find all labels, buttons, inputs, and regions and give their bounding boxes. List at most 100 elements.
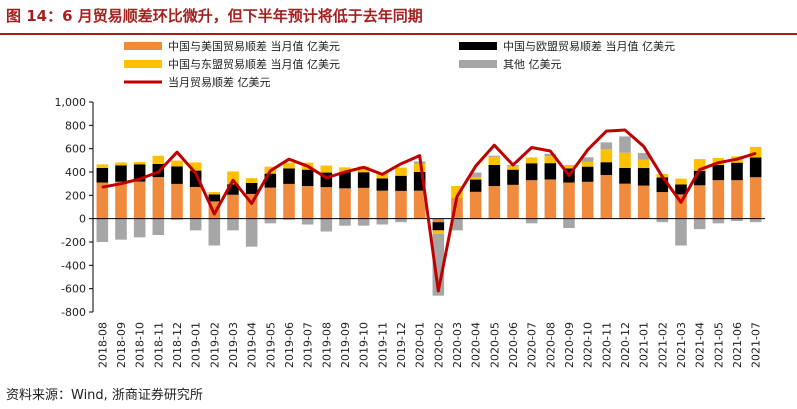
- bar-s1-11: [301, 169, 314, 186]
- bar-s1-29: [637, 168, 650, 186]
- bar-s0-3: [152, 177, 165, 219]
- bar-s2-7: [227, 171, 239, 185]
- x-tick-label-16: 2019-12: [395, 322, 408, 368]
- bar-s3-33: [712, 218, 725, 224]
- bar-s0-35: [749, 177, 762, 219]
- bar-s3-23: [525, 218, 538, 224]
- x-tick-label-28: 2020-12: [619, 322, 632, 368]
- bar-s0-7: [227, 194, 239, 219]
- bar-s1-1: [115, 165, 127, 182]
- bar-s0-17: [413, 190, 426, 219]
- x-tick-label-13: 2019-09: [339, 322, 352, 368]
- bar-s3-21: [488, 155, 501, 157]
- bar-s1-20: [469, 179, 482, 192]
- bar-s0-32: [693, 185, 706, 219]
- line-point-34: [736, 158, 738, 160]
- bar-s0-13: [339, 188, 351, 219]
- bar-s3-1: [115, 218, 127, 240]
- line-point-16: [400, 163, 402, 165]
- line-point-24: [549, 150, 552, 152]
- x-tick-label-14: 2019-10: [358, 322, 371, 368]
- bar-s2-10: [283, 162, 295, 169]
- chart-title: 图 14：6 月贸易顺差环比微升，但下半年预计将低于去年同期: [6, 7, 423, 25]
- line-point-30: [661, 175, 664, 178]
- line-point-19: [456, 195, 458, 198]
- bar-s3-28: [619, 136, 631, 153]
- bar-s2-3: [152, 155, 165, 164]
- bar-s0-16: [395, 190, 407, 219]
- line-point-23: [530, 146, 533, 149]
- bar-s1-5: [189, 170, 202, 187]
- bar-s3-29: [637, 152, 650, 160]
- bar-s1-30: [656, 177, 669, 193]
- line-point-13: [344, 171, 346, 173]
- line-point-0: [101, 186, 104, 188]
- bar-s2-24: [544, 156, 557, 164]
- bar-s1-34: [731, 162, 743, 181]
- source-note: 资料来源：Wind, 浙商证券研究所: [6, 388, 203, 403]
- bar-s0-14: [357, 187, 370, 219]
- y-tick-label-9: -800: [61, 306, 86, 319]
- line-point-15: [381, 173, 384, 176]
- bar-s2-2: [133, 161, 146, 165]
- line-point-5: [194, 172, 197, 174]
- bar-s3-4: [171, 218, 183, 220]
- x-tick-label-4: 2018-12: [171, 322, 184, 368]
- y-tick-label-4: 200: [65, 189, 86, 202]
- line-point-25: [568, 174, 570, 177]
- bar-s2-35: [749, 146, 762, 158]
- bar-s0-19: [451, 197, 463, 219]
- bar-s0-5: [189, 186, 202, 219]
- chart-svg: 中国与美国贸易顺差 当月值 亿美元 中国与欧盟贸易顺差 当月值 亿美元中国与东盟贸…: [55, 39, 765, 368]
- bar-s2-27: [600, 149, 613, 163]
- bar-s3-16: [395, 218, 407, 223]
- bar-s3-0: [96, 218, 109, 242]
- x-tick-label-9: 2019-05: [264, 322, 277, 368]
- bar-s0-2: [133, 181, 146, 219]
- bar-s1-16: [395, 175, 407, 191]
- x-tick-label-21: 2020-05: [488, 322, 501, 368]
- x-tick-label-8: 2019-04: [246, 322, 259, 368]
- bar-s1-35: [749, 157, 762, 178]
- y-tick-label-5: 0: [79, 213, 86, 226]
- bar-s1-27: [600, 162, 613, 176]
- x-tick-label-7: 2019-03: [227, 322, 240, 368]
- x-tick-label-34: 2021-06: [731, 322, 744, 368]
- bar-s0-11: [301, 186, 314, 219]
- bar-s1-28: [619, 167, 631, 184]
- y-tick-label-6: -200: [61, 236, 86, 249]
- bar-s1-0: [96, 167, 109, 183]
- bar-s3-32: [693, 218, 706, 230]
- x-tick-label-33: 2021-05: [712, 322, 725, 368]
- x-tick-label-15: 2019-11: [376, 322, 389, 368]
- x-tick-label-6: 2019-02: [208, 322, 221, 368]
- line-point-29: [642, 145, 645, 148]
- title-divider: [0, 33, 797, 35]
- bar-s0-4: [171, 183, 183, 219]
- bar-s2-18: [432, 230, 445, 234]
- bar-s3-18: [432, 233, 445, 296]
- bar-s3-35: [749, 218, 762, 223]
- bar-s1-31: [675, 184, 687, 195]
- bar-s2-14: [357, 166, 370, 173]
- line-point-7: [232, 179, 234, 181]
- line-point-26: [586, 149, 589, 151]
- bar-s0-1: [115, 181, 127, 219]
- x-tick-label-31: 2021-03: [675, 322, 688, 368]
- bar-s3-13: [339, 218, 351, 226]
- x-tick-label-29: 2021-01: [638, 322, 651, 368]
- x-tick-label-32: 2021-04: [694, 322, 707, 368]
- bar-s2-21: [488, 156, 501, 165]
- legend-swatch-0: [124, 42, 162, 50]
- bar-s1-26: [581, 166, 594, 182]
- bar-s0-10: [283, 183, 295, 219]
- bar-s3-34: [731, 218, 743, 221]
- bar-s2-13: [339, 167, 351, 172]
- legend-swatch-3: [459, 60, 497, 68]
- bar-s1-21: [488, 165, 501, 186]
- bar-s0-9: [264, 187, 277, 219]
- bar-s3-9: [264, 218, 277, 224]
- bar-s3-15: [376, 218, 389, 225]
- bar-s3-10: [283, 218, 295, 220]
- line-point-8: [250, 202, 253, 205]
